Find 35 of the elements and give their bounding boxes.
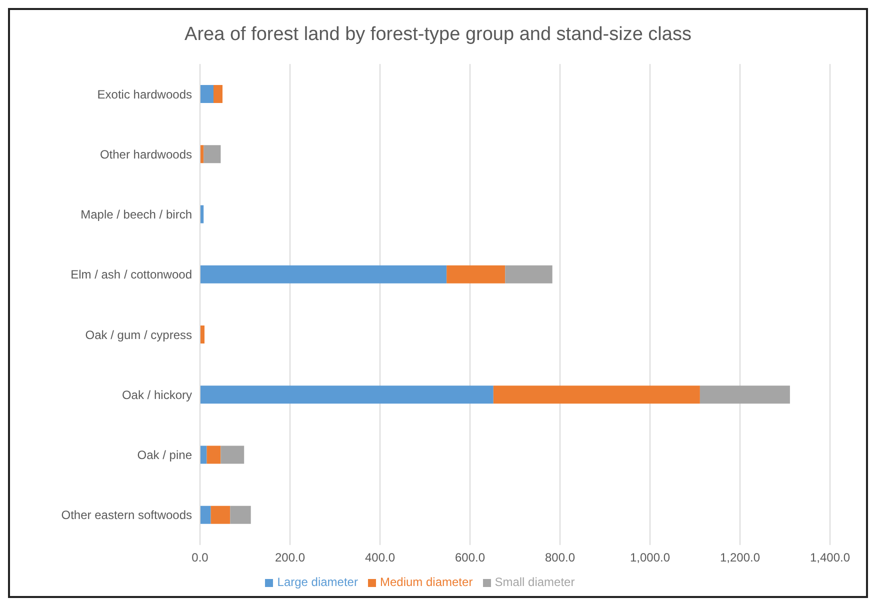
chart-title: Area of forest land by forest-type group and stand-size class	[184, 23, 692, 47]
bar	[220, 446, 244, 464]
bar	[505, 265, 552, 284]
x-tick-label: 400.0	[364, 550, 396, 565]
bar	[200, 265, 447, 284]
x-tick-label: 0.0	[192, 550, 209, 565]
bar	[230, 506, 251, 524]
y-tick-label: Exotic hardwoods	[97, 87, 192, 102]
bar	[200, 446, 207, 464]
bar	[493, 386, 700, 404]
y-tick-label: Elm / ash / cottonwood	[70, 268, 192, 282]
bar	[700, 386, 790, 404]
legend-label: Small diameter	[494, 575, 575, 589]
legend-label: Medium diameter	[380, 575, 473, 589]
x-tick-label: 800.0	[544, 550, 576, 565]
x-tick-label: 1,200.0	[720, 550, 760, 565]
x-tick-label: 1,400.0	[810, 550, 850, 565]
legend-label: Large diameter	[277, 575, 358, 589]
bar	[200, 386, 494, 404]
x-tick-label: 200.0	[274, 550, 306, 565]
bar	[214, 85, 222, 103]
y-tick-label: Oak / hickory	[122, 388, 192, 402]
y-tick-label: Other hardwoods	[100, 147, 192, 162]
x-tick-label: 600.0	[454, 550, 486, 565]
y-tick-label: Maple / beech / birch	[80, 208, 192, 222]
y-tick-label: Oak / pine	[137, 448, 192, 462]
bar	[200, 85, 214, 103]
y-tick-label: Oak / gum / cypress	[85, 328, 192, 342]
bar	[210, 506, 230, 524]
bar	[206, 446, 221, 464]
bar	[200, 506, 211, 524]
bar	[204, 145, 221, 164]
x-tick-label: 1,000.0	[630, 550, 670, 565]
y-tick-label: Other eastern softwoods	[61, 508, 192, 522]
bar	[446, 265, 506, 284]
